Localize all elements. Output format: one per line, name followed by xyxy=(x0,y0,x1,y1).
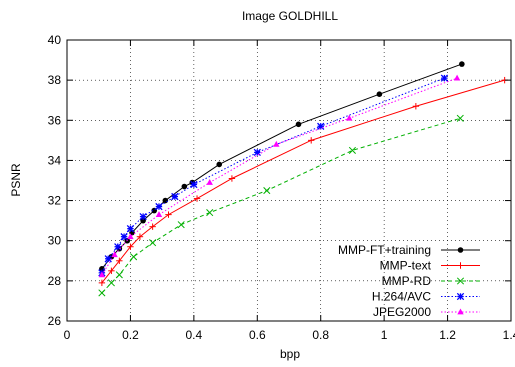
data-point xyxy=(263,186,271,195)
data-point xyxy=(206,179,213,185)
data-point xyxy=(140,217,146,224)
series-line xyxy=(101,117,461,294)
y-tick-label: 26 xyxy=(48,314,62,328)
series-layer xyxy=(98,61,508,297)
data-point xyxy=(126,225,135,233)
data-point xyxy=(155,202,163,211)
legend-marker xyxy=(457,262,464,269)
data-point xyxy=(98,271,106,278)
grid xyxy=(67,40,511,321)
x-tick-label: 1 xyxy=(381,328,388,342)
x-tick-label: 0.8 xyxy=(312,328,329,342)
data-point xyxy=(108,267,115,275)
data-point xyxy=(165,211,172,218)
data-point xyxy=(348,146,356,154)
data-point xyxy=(139,212,147,221)
data-point xyxy=(273,140,280,147)
legend-marker xyxy=(456,277,465,285)
series-line xyxy=(101,63,463,270)
series-line xyxy=(101,79,505,284)
ticks: 0 0.2 0.4 0.6 0.8 1 1.2 1.4 26 28 30 32 34 36 38 40 xyxy=(48,33,515,342)
data-point xyxy=(98,289,106,297)
data-point xyxy=(127,233,134,240)
data-point xyxy=(181,183,188,190)
data-point xyxy=(155,211,163,218)
data-point xyxy=(308,137,315,144)
series-0 xyxy=(99,61,465,272)
data-point xyxy=(346,114,353,121)
data-point xyxy=(456,114,464,122)
data-point xyxy=(136,233,144,240)
y-tick-label: 28 xyxy=(48,274,62,288)
data-point xyxy=(149,223,156,230)
legend-label: MMP-FT+training xyxy=(338,243,431,257)
x-axis-label: bpp xyxy=(280,347,300,361)
series-3 xyxy=(98,74,449,277)
legend-label: H.264/AVC xyxy=(372,290,431,304)
data-point xyxy=(115,271,123,279)
data-point xyxy=(206,209,214,217)
legend-label: JPEG2000 xyxy=(373,305,431,319)
data-point xyxy=(171,192,179,201)
data-point xyxy=(295,121,302,128)
chart-title: Image GOLDHILL xyxy=(242,9,338,23)
y-tick-label: 40 xyxy=(48,33,62,47)
data-point xyxy=(111,251,118,258)
data-point xyxy=(253,148,261,157)
y-tick-label: 38 xyxy=(48,73,62,87)
data-point xyxy=(130,253,138,261)
data-point xyxy=(440,74,449,82)
data-point xyxy=(127,243,134,250)
data-point xyxy=(453,74,461,81)
data-point xyxy=(177,221,185,229)
data-point xyxy=(104,255,112,263)
data-point xyxy=(99,266,105,272)
legend-label: MMP-text xyxy=(380,259,432,273)
series-2 xyxy=(98,114,464,297)
legend-marker xyxy=(457,247,464,253)
data-point xyxy=(149,239,157,247)
x-tick-label: 0.6 xyxy=(249,328,266,342)
data-point xyxy=(228,175,236,182)
data-point xyxy=(98,279,106,287)
x-tick-label: 0.4 xyxy=(186,328,203,342)
data-point xyxy=(120,233,128,241)
plot-frame xyxy=(66,39,512,322)
data-point xyxy=(193,195,201,202)
data-point xyxy=(459,61,465,67)
data-point xyxy=(116,257,123,264)
data-point xyxy=(216,161,223,168)
y-tick-label: 34 xyxy=(48,153,62,167)
legend-marker xyxy=(456,292,465,301)
x-tick-label: 1.4 xyxy=(503,328,515,342)
y-tick-label: 30 xyxy=(48,234,62,248)
y-tick-label: 32 xyxy=(48,194,62,208)
data-point xyxy=(376,91,383,97)
data-point xyxy=(412,103,420,110)
y-tick-label: 36 xyxy=(48,113,62,127)
legend-marker xyxy=(457,308,464,315)
x-tick-label: 1.2 xyxy=(439,328,456,342)
x-tick-label: 0.2 xyxy=(122,328,139,342)
data-point xyxy=(317,122,325,130)
series-1 xyxy=(98,76,508,287)
data-point xyxy=(190,180,198,189)
legend-label: MMP-RD xyxy=(382,274,432,288)
series-4 xyxy=(98,74,461,278)
data-point xyxy=(162,197,169,204)
y-axis-label: PSNR xyxy=(9,163,23,197)
data-point xyxy=(107,279,115,287)
x-tick-label: 0 xyxy=(64,328,71,342)
